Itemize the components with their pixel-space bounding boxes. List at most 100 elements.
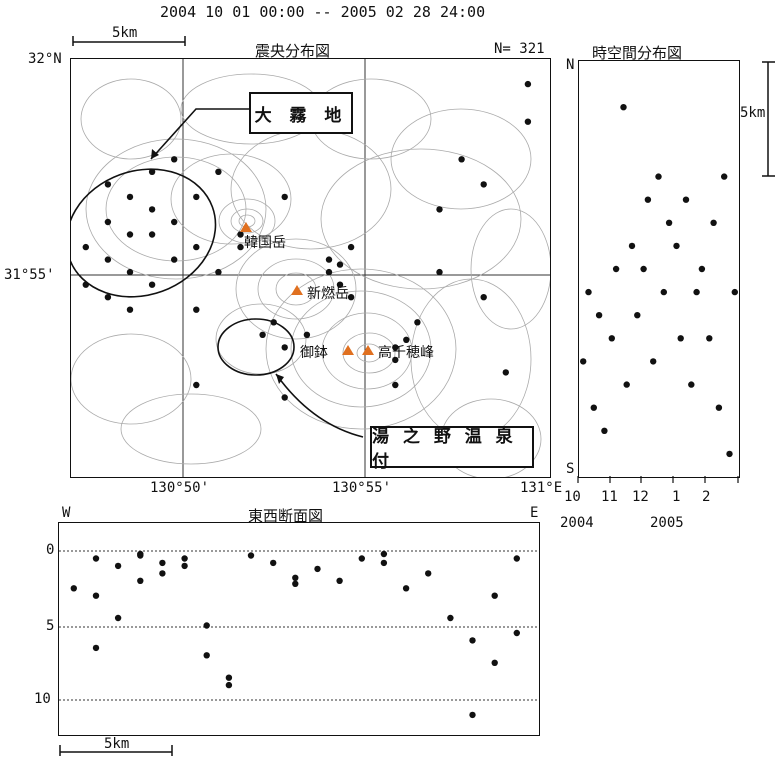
hypocenter-point (380, 559, 388, 567)
hypocenter-point (159, 570, 166, 577)
epicenter-point (281, 193, 288, 201)
spacetime-axis-s: S (566, 461, 575, 477)
peak-ohachi-icon (342, 345, 354, 355)
spacetime-point (634, 312, 641, 319)
spacetime-point (644, 196, 652, 203)
month-tick-10: 10 (564, 489, 581, 505)
epicenter-point (171, 156, 178, 163)
epicenter-point (148, 281, 156, 288)
epicenter-point (193, 306, 200, 313)
hypocenter-point (92, 644, 100, 652)
spacetime-point (612, 265, 620, 273)
epicenter-point (126, 306, 134, 313)
epicenter-point (325, 268, 333, 276)
hypocenter-point (225, 681, 233, 689)
hypocenter-point (314, 565, 321, 573)
epicenter-point (336, 281, 344, 288)
epicenter-point (237, 231, 244, 238)
epicenter-point (403, 336, 410, 343)
peak-karakunidake-label: 韓国岳 (244, 235, 286, 251)
lon-label-130-55: 130°55' (332, 480, 392, 496)
epicenter-point (502, 369, 509, 376)
spacetime-title: 時空間分布図 (592, 44, 683, 62)
hypocenter-point (491, 659, 498, 666)
spacetime-panel (578, 60, 740, 478)
epicenter-point (193, 381, 200, 389)
epicenter-point (347, 243, 355, 251)
epicenter-point (281, 344, 288, 351)
hypocenter-point (203, 622, 210, 629)
hypocenter-point (491, 592, 498, 599)
epicenter-point (104, 294, 112, 301)
spacetime-point (608, 335, 615, 342)
spacetime-point (665, 219, 673, 226)
epicenter-point (82, 243, 89, 251)
spacetime-point (640, 265, 647, 273)
epicenter-point (126, 268, 134, 276)
epicenter-point (303, 331, 311, 338)
depth-tick-0: 0 (46, 542, 55, 558)
hypocenter-point (336, 577, 343, 584)
hypocenter-point (92, 555, 100, 562)
spacetime-axis-n: N (566, 57, 575, 73)
hypocenter-point (270, 559, 277, 567)
epicenter-point (270, 319, 277, 326)
epicenter-point (82, 281, 89, 288)
depth-tick-5: 5 (46, 618, 55, 634)
epicenter-point (259, 331, 266, 338)
epicenter-point (148, 206, 156, 213)
hypocenter-point (137, 577, 144, 584)
epicenter-point (480, 181, 487, 188)
hypocenter-point (358, 555, 365, 562)
epicenter-point (436, 206, 443, 213)
hypocenter-point (137, 552, 144, 559)
spacetime-point (726, 450, 733, 458)
spacetime-point (698, 265, 706, 273)
epicenter-point (392, 344, 399, 351)
spacetime-point (585, 288, 592, 296)
epicenter-point (336, 261, 344, 268)
spacetime-point (580, 358, 587, 365)
epicenter-point (171, 256, 178, 263)
lat-label-32n: 32°N (28, 51, 62, 67)
epicenter-point (104, 181, 112, 188)
peak-ohachi-label: 御鉢 (300, 345, 328, 361)
spacetime-point (660, 288, 667, 296)
hypocenter-point (425, 570, 432, 577)
spacetime-point (620, 104, 627, 111)
spacetime-point (677, 335, 684, 342)
spacetime-point (673, 242, 680, 250)
hypocenter-point (292, 574, 299, 581)
epicenter-map-title: 震央分布図 (255, 42, 331, 60)
hypocenter-point (402, 585, 410, 592)
spacetime-point (601, 427, 608, 434)
epicenter-point (237, 243, 244, 251)
spacetime-point (715, 404, 723, 411)
spacetime-point (595, 312, 603, 319)
callout-okirichi: 大 霧 地 (249, 92, 353, 134)
year-label-2005: 2005 (650, 515, 684, 531)
epicenter-point (171, 218, 178, 226)
depth-tick-10: 10 (34, 691, 51, 707)
map-scale-label: 5km (112, 25, 138, 41)
spacetime-point (682, 196, 690, 203)
hypocenter-point (92, 592, 100, 599)
epicenter-point (480, 294, 487, 301)
epicenter-point (414, 319, 421, 326)
hypocenter-point (181, 562, 188, 570)
spacetime-canvas (580, 104, 738, 458)
hypocenter-point (513, 555, 520, 562)
peak-karakunidake-icon (240, 222, 252, 232)
lon-label-131e: 131°E (520, 480, 563, 496)
spacetime-point (706, 335, 713, 342)
hypocenter-point (181, 555, 188, 562)
hypocenter-point (203, 652, 210, 659)
event-count: N= 321 (494, 41, 545, 57)
epicenter-point (215, 168, 222, 175)
hypocenter-point (292, 580, 299, 587)
hypocenter-point (447, 614, 454, 622)
month-tick-11: 11 (601, 489, 618, 505)
epicenter-map-canvas (71, 59, 550, 477)
ew-section-title: 東西断面図 (248, 507, 324, 525)
hypocenter-point (380, 550, 388, 558)
